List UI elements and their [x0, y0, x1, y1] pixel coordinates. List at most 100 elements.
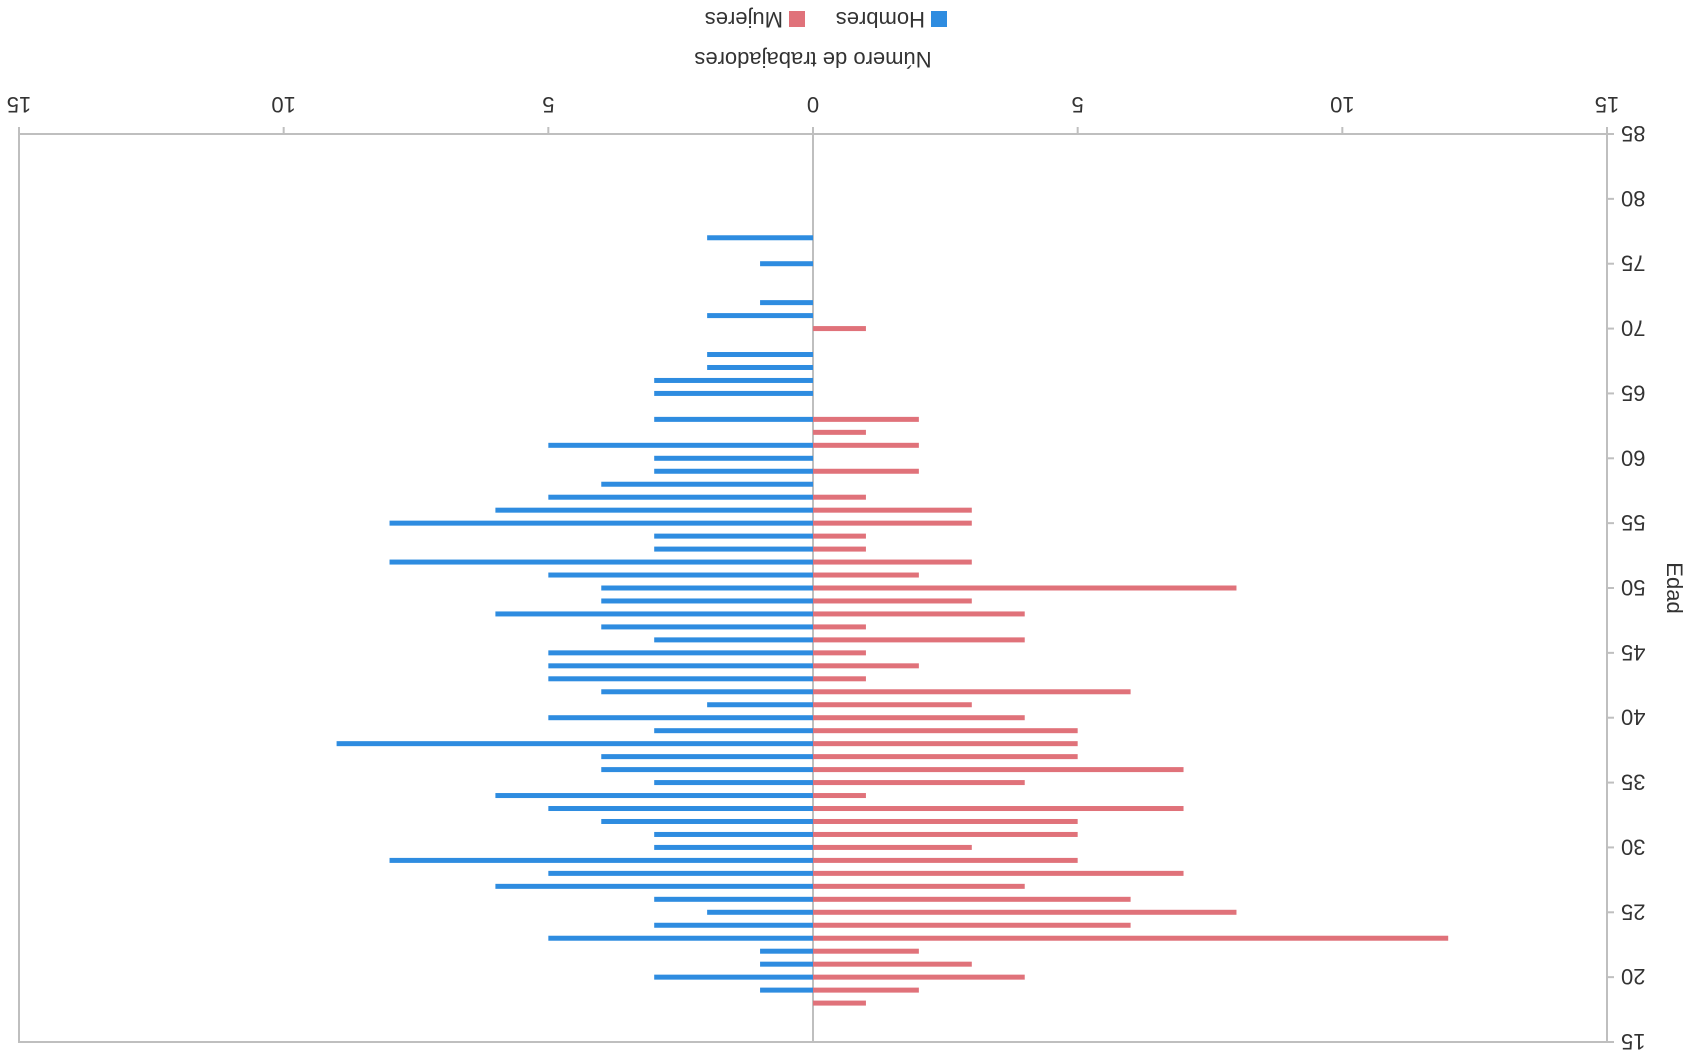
bar-mujeres-46 — [813, 637, 1025, 643]
bar-mujeres-59 — [813, 468, 919, 474]
bar-mujeres-36 — [813, 767, 1184, 773]
bar-mujeres-47 — [813, 624, 866, 630]
bar-hombres-29 — [389, 857, 813, 863]
bar-hombres-66 — [654, 377, 813, 383]
bar-hombres-68 — [707, 352, 813, 358]
x-tick-label: 15 — [7, 92, 31, 117]
legend-label-mujeres: Mujeres — [705, 7, 783, 32]
bar-hombres-42 — [601, 689, 813, 695]
bar-mujeres-23 — [813, 935, 1449, 941]
y-tick-label: 60 — [1621, 445, 1645, 470]
y-tick-label: 75 — [1621, 251, 1645, 276]
bar-mujeres-28 — [813, 870, 1184, 876]
bar-hombres-49 — [601, 598, 813, 604]
bar-hombres-31 — [654, 831, 813, 837]
legend-swatch-mujeres — [789, 11, 805, 27]
legend: Hombres Mujeres — [705, 7, 947, 32]
y-tick-label: 55 — [1621, 510, 1645, 535]
bar-hombres-57 — [548, 494, 813, 500]
bar-hombres-24 — [654, 922, 813, 928]
bar-mujeres-45 — [813, 650, 866, 656]
bar-mujeres-21 — [813, 961, 972, 967]
bar-mujeres-54 — [813, 533, 866, 539]
bar-hombres-45 — [548, 650, 813, 656]
bar-hombres-39 — [654, 728, 813, 734]
bar-hombres-35 — [654, 780, 813, 786]
bar-hombres-77 — [707, 235, 813, 241]
bar-mujeres-49 — [813, 598, 972, 604]
bar-mujeres-53 — [813, 546, 866, 552]
bar-mujeres-41 — [813, 702, 972, 708]
y-tick-label: 20 — [1621, 964, 1645, 989]
bar-hombres-25 — [707, 909, 813, 915]
y-tick-label: 45 — [1621, 640, 1645, 665]
bar-mujeres-56 — [813, 507, 972, 513]
bar-mujeres-57 — [813, 494, 866, 500]
bar-mujeres-20 — [813, 974, 1025, 980]
x-tick-label: 10 — [1330, 92, 1354, 117]
bar-hombres-30 — [654, 844, 813, 850]
y-tick-label: 30 — [1621, 834, 1645, 859]
bar-hombres-60 — [654, 455, 813, 461]
bar-hombres-55 — [389, 520, 813, 526]
x-axis-title: Número de trabajadores — [694, 47, 931, 72]
bar-mujeres-40 — [813, 715, 1025, 721]
bar-mujeres-55 — [813, 520, 972, 526]
bar-hombres-20 — [654, 974, 813, 980]
bar-hombres-43 — [548, 676, 813, 682]
y-tick-label: 40 — [1621, 705, 1645, 730]
bar-mujeres-19 — [813, 987, 919, 993]
bar-hombres-23 — [548, 935, 813, 941]
bar-mujeres-27 — [813, 883, 1025, 889]
y-tick-label: 50 — [1621, 575, 1645, 600]
bar-hombres-41 — [707, 702, 813, 708]
bar-hombres-44 — [548, 663, 813, 669]
bar-mujeres-24 — [813, 922, 1131, 928]
bar-mujeres-35 — [813, 780, 1025, 786]
bar-hombres-38 — [336, 741, 813, 747]
bar-mujeres-31 — [813, 831, 1078, 837]
bar-mujeres-52 — [813, 559, 972, 565]
bars-group — [336, 235, 1449, 1006]
bar-hombres-52 — [389, 559, 813, 565]
bar-mujeres-42 — [813, 689, 1131, 695]
bar-mujeres-51 — [813, 572, 919, 578]
bar-mujeres-18 — [813, 1000, 866, 1006]
y-tick-label: 65 — [1621, 380, 1645, 405]
bar-hombres-32 — [601, 818, 813, 824]
bar-mujeres-22 — [813, 948, 919, 954]
bar-hombres-59 — [654, 468, 813, 474]
y-tick-label: 70 — [1621, 316, 1645, 341]
bar-hombres-26 — [654, 896, 813, 902]
bar-hombres-61 — [548, 442, 813, 448]
bar-mujeres-61 — [813, 442, 919, 448]
bar-mujeres-39 — [813, 728, 1078, 734]
bar-hombres-28 — [548, 870, 813, 876]
x-tick-label: 5 — [542, 92, 554, 117]
bar-mujeres-62 — [813, 429, 866, 435]
bar-hombres-53 — [654, 546, 813, 552]
bar-hombres-51 — [548, 572, 813, 578]
bar-hombres-65 — [654, 390, 813, 396]
y-axis-title: Edad — [1662, 562, 1687, 613]
bar-mujeres-30 — [813, 844, 972, 850]
bar-mujeres-48 — [813, 611, 1025, 617]
bar-mujeres-43 — [813, 676, 866, 682]
x-tick-label: 5 — [1072, 92, 1084, 117]
bar-hombres-71 — [707, 313, 813, 319]
bar-hombres-67 — [707, 364, 813, 370]
bar-hombres-34 — [495, 793, 813, 799]
bar-hombres-36 — [601, 767, 813, 773]
bar-hombres-21 — [760, 961, 813, 967]
bar-hombres-48 — [495, 611, 813, 617]
bar-hombres-33 — [548, 806, 813, 812]
bar-mujeres-63 — [813, 416, 919, 422]
bar-hombres-47 — [601, 624, 813, 630]
bar-hombres-27 — [495, 883, 813, 889]
bar-hombres-54 — [654, 533, 813, 539]
y-tick-label: 25 — [1621, 899, 1645, 924]
bar-hombres-75 — [760, 261, 813, 267]
legend-swatch-hombres — [931, 11, 947, 27]
bar-hombres-50 — [601, 585, 813, 591]
bar-mujeres-25 — [813, 909, 1237, 915]
